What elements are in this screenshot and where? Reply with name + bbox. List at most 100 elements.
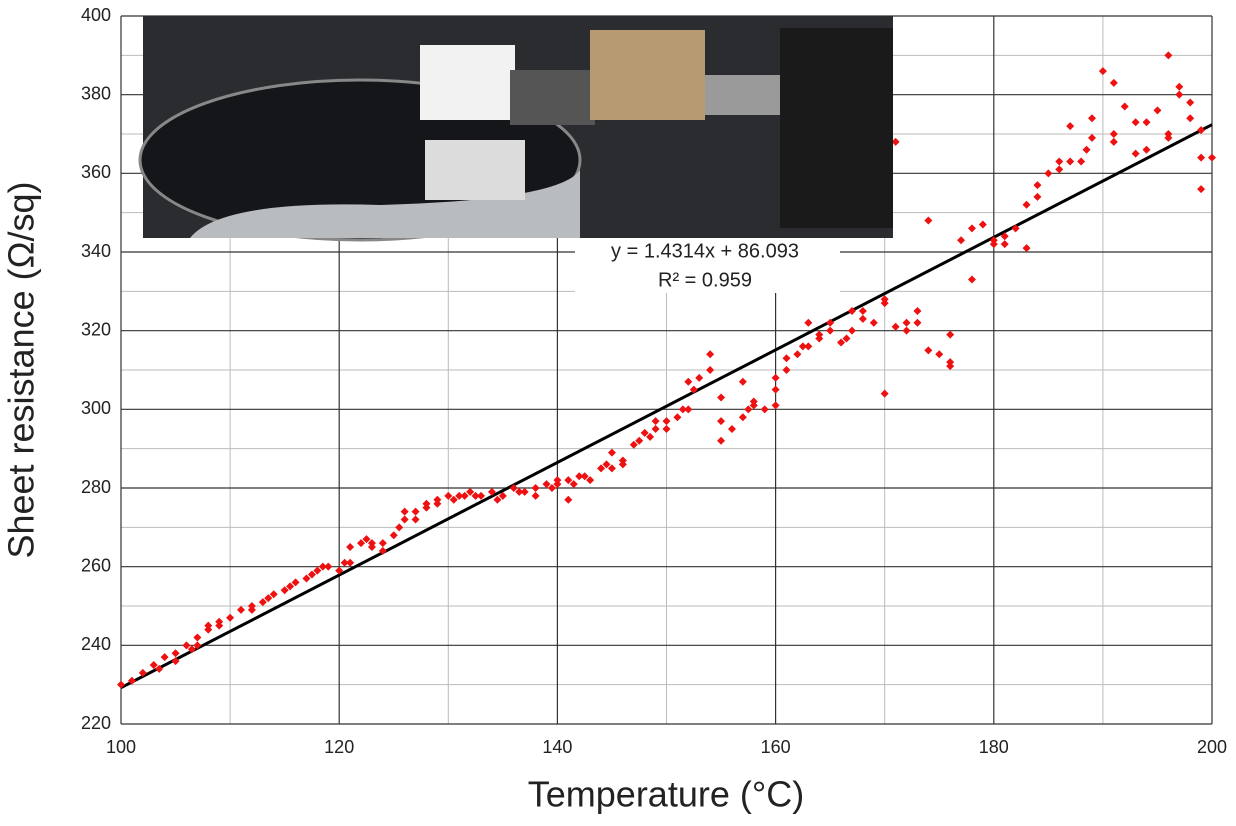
data-point xyxy=(744,405,753,414)
x-tick-label: 200 xyxy=(1197,737,1227,757)
trendline-group xyxy=(120,123,1213,690)
data-point xyxy=(520,487,529,496)
data-point xyxy=(422,503,431,512)
data-point xyxy=(498,491,507,500)
data-point xyxy=(1175,82,1184,91)
data-point xyxy=(515,487,524,496)
data-point xyxy=(946,358,955,367)
data-point xyxy=(913,307,922,315)
data-point xyxy=(1022,200,1031,209)
points xyxy=(117,51,1216,689)
data-point xyxy=(815,334,824,343)
data-point xyxy=(793,350,802,359)
data-point xyxy=(487,487,496,496)
data-point xyxy=(1055,165,1064,174)
data-point xyxy=(182,641,191,650)
data-point xyxy=(378,546,387,555)
data-point xyxy=(357,539,366,548)
data-point xyxy=(1197,126,1206,135)
data-point xyxy=(771,373,780,382)
data-point xyxy=(989,236,998,245)
data-point xyxy=(1082,145,1091,154)
data-point xyxy=(640,428,649,437)
data-point xyxy=(411,507,420,516)
data-point xyxy=(1164,133,1173,142)
data-point xyxy=(717,436,726,445)
data-point xyxy=(880,389,889,398)
data-point xyxy=(749,397,758,406)
data-point xyxy=(280,586,289,595)
data-point xyxy=(1142,118,1151,127)
data-point xyxy=(1066,122,1075,131)
data-point xyxy=(1109,137,1118,146)
data-point xyxy=(400,515,409,524)
data-point xyxy=(847,326,856,335)
data-point xyxy=(978,220,987,229)
data-point xyxy=(1109,78,1118,87)
photo-motor xyxy=(780,28,893,228)
data-point xyxy=(924,346,933,355)
trendline xyxy=(120,123,1213,690)
data-point xyxy=(1033,181,1042,190)
data-point xyxy=(706,350,715,359)
y-tick-label: 400 xyxy=(81,5,111,25)
y-tick-label: 360 xyxy=(81,162,111,182)
data-point xyxy=(138,668,147,677)
data-point xyxy=(237,605,246,614)
data-point xyxy=(1022,244,1031,253)
data-point xyxy=(215,621,224,630)
photo-probe xyxy=(510,70,595,125)
data-point xyxy=(204,621,213,630)
photo-screw xyxy=(705,75,780,115)
data-point xyxy=(466,487,475,496)
data-point xyxy=(782,366,791,374)
data-point xyxy=(269,590,278,599)
data-point xyxy=(1131,118,1140,127)
data-point xyxy=(891,137,900,146)
data-point xyxy=(564,476,573,485)
data-point xyxy=(117,680,125,689)
data-point xyxy=(258,598,267,607)
data-point xyxy=(913,318,922,327)
data-point xyxy=(553,476,562,485)
data-point xyxy=(1186,114,1195,123)
data-point xyxy=(580,472,589,481)
data-point xyxy=(171,657,180,666)
y-tick-label: 220 xyxy=(81,713,111,733)
data-point xyxy=(564,495,573,504)
data-point xyxy=(1098,67,1107,76)
data-point xyxy=(444,491,453,500)
data-point xyxy=(247,602,256,610)
data-point xyxy=(673,413,682,422)
photo-chuck xyxy=(190,170,580,238)
data-point xyxy=(1186,98,1195,107)
y-tick-label: 260 xyxy=(81,555,111,575)
data-point xyxy=(149,661,158,669)
data-point xyxy=(695,373,704,382)
data-point xyxy=(193,641,202,650)
data-point xyxy=(1153,106,1162,115)
data-point xyxy=(646,432,655,441)
data-point xyxy=(902,318,911,327)
x-axis-title: Temperature (°C) xyxy=(528,774,804,815)
data-point xyxy=(880,295,889,304)
data-point xyxy=(837,338,846,347)
data-point xyxy=(477,491,486,500)
data-point xyxy=(531,484,540,492)
data-point xyxy=(575,472,584,481)
data-point xyxy=(531,491,540,500)
x-tick-label: 140 xyxy=(542,737,572,757)
data-point xyxy=(804,318,813,327)
data-point xyxy=(1131,149,1140,158)
data-point xyxy=(127,676,136,685)
data-point xyxy=(318,562,327,571)
data-point xyxy=(302,574,311,583)
data-point xyxy=(798,342,807,351)
data-point xyxy=(651,417,660,426)
data-point xyxy=(1044,169,1053,178)
data-point xyxy=(1109,130,1118,138)
data-point xyxy=(727,425,736,433)
data-point xyxy=(346,558,355,567)
